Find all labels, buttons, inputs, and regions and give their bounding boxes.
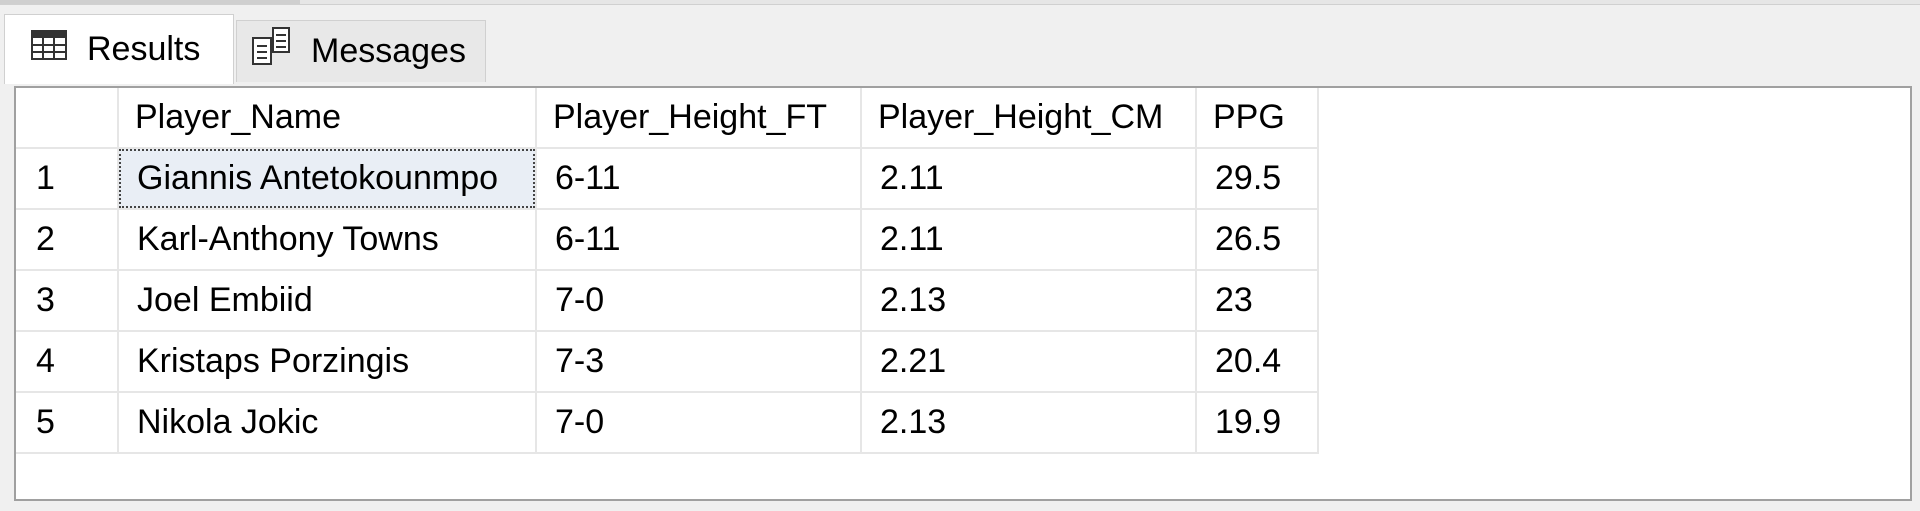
row-number[interactable]: 5 <box>16 392 119 454</box>
table-row: 4 Kristaps Porzingis 7-3 2.21 20.4 <box>16 331 1319 393</box>
cell-player-height-ft[interactable]: 7-0 <box>536 270 862 332</box>
cell-player-height-ft[interactable]: 6-11 <box>536 209 862 271</box>
grid-icon <box>31 30 67 69</box>
cell-player-name[interactable]: Kristaps Porzingis <box>118 331 537 393</box>
cell-player-height-cm[interactable]: 2.13 <box>861 270 1197 332</box>
results-grid: Player_Name Player_Height_FT Player_Heig… <box>16 88 1319 454</box>
column-header-player-height-cm[interactable]: Player_Height_CM <box>861 88 1197 149</box>
tab-messages[interactable]: Messages <box>236 20 486 82</box>
cell-ppg[interactable]: 26.5 <box>1196 209 1319 271</box>
header-row: Player_Name Player_Height_FT Player_Heig… <box>16 88 1319 149</box>
row-number-header[interactable] <box>16 88 119 149</box>
cell-ppg[interactable]: 20.4 <box>1196 331 1319 393</box>
table-row: 1 Giannis Antetokounmpo 6-11 2.11 29.5 <box>16 148 1319 210</box>
column-header-player-height-ft[interactable]: Player_Height_FT <box>536 88 862 149</box>
row-number[interactable]: 1 <box>16 148 119 210</box>
tab-results-label: Results <box>87 30 201 68</box>
cell-player-name[interactable]: Karl-Anthony Towns <box>118 209 537 271</box>
cell-ppg[interactable]: 29.5 <box>1196 148 1319 210</box>
row-number[interactable]: 2 <box>16 209 119 271</box>
tab-messages-label: Messages <box>311 32 466 70</box>
cell-ppg[interactable]: 19.9 <box>1196 392 1319 454</box>
table-row: 2 Karl-Anthony Towns 6-11 2.11 26.5 <box>16 209 1319 271</box>
cell-player-height-cm[interactable]: 2.13 <box>861 392 1197 454</box>
messages-icon <box>251 26 291 77</box>
table-row: 5 Nikola Jokic 7-0 2.13 19.9 <box>16 392 1319 454</box>
row-number[interactable]: 3 <box>16 270 119 332</box>
top-divider <box>0 0 1920 5</box>
cell-player-name[interactable]: Nikola Jokic <box>118 392 537 454</box>
column-header-player-name[interactable]: Player_Name <box>118 88 537 149</box>
results-grid-panel[interactable]: Player_Name Player_Height_FT Player_Heig… <box>14 86 1912 501</box>
cell-player-height-cm[interactable]: 2.11 <box>861 148 1197 210</box>
cell-player-height-ft[interactable]: 6-11 <box>536 148 862 210</box>
cell-player-height-ft[interactable]: 7-3 <box>536 331 862 393</box>
table-row: 3 Joel Embiid 7-0 2.13 23 <box>16 270 1319 332</box>
result-tabs: Results Messages <box>0 14 1920 84</box>
cell-player-height-ft[interactable]: 7-0 <box>536 392 862 454</box>
cell-player-height-cm[interactable]: 2.21 <box>861 331 1197 393</box>
cell-player-name[interactable]: Giannis Antetokounmpo <box>118 148 537 210</box>
column-header-ppg[interactable]: PPG <box>1196 88 1319 149</box>
cell-ppg[interactable]: 23 <box>1196 270 1319 332</box>
cell-player-height-cm[interactable]: 2.11 <box>861 209 1197 271</box>
tab-results[interactable]: Results <box>4 14 234 84</box>
row-number[interactable]: 4 <box>16 331 119 393</box>
cell-player-name[interactable]: Joel Embiid <box>118 270 537 332</box>
